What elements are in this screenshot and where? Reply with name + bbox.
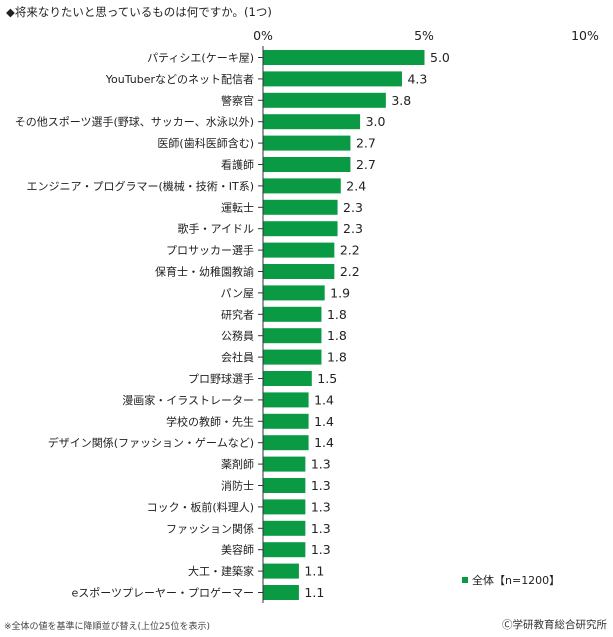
category-label: パン屋 [220, 287, 254, 300]
bar [263, 199, 338, 215]
category-label: eスポーツプレーヤー・プロゲーマー [71, 587, 254, 600]
value-label: 1.8 [327, 328, 347, 343]
category-label: 学校の教師・先生 [166, 414, 254, 428]
category-label: 漫画家・イラストレーター [122, 393, 254, 407]
bar [263, 563, 299, 579]
bar [263, 178, 341, 194]
bar [263, 71, 402, 87]
category-label: エンジニア・プログラマー(機械・技術・IT系) [26, 179, 254, 193]
legend: 全体【n=1200】 [462, 572, 560, 588]
category-label: 医師(歯科医師含む) [157, 136, 254, 150]
bar [263, 157, 351, 172]
bar [263, 499, 306, 515]
value-label: 1.3 [311, 499, 331, 514]
chart-title: ◆将来なりたいと思っているものは何ですか。(1つ) [6, 5, 272, 19]
value-label: 1.3 [311, 542, 331, 557]
value-label: 2.2 [340, 264, 360, 279]
category-label: デザイン関係(ファッション・ゲームなど) [48, 436, 254, 450]
bar [263, 542, 306, 558]
category-label: 大工・建築家 [188, 564, 254, 578]
bar [263, 135, 351, 151]
category-label: 看護師 [221, 158, 254, 172]
value-label: 1.9 [330, 285, 350, 300]
value-label: 1.1 [304, 585, 324, 600]
value-label: 2.3 [343, 200, 363, 215]
value-label: 1.8 [327, 350, 347, 365]
value-label: 1.3 [311, 521, 331, 536]
value-label: 2.2 [340, 243, 360, 258]
bar [263, 456, 306, 472]
category-label: 美容師 [221, 543, 254, 557]
copyright-credit: Ⓒ学研教育総合研究所 [502, 619, 607, 631]
category-label: ファッション関係 [166, 522, 254, 535]
category-label: 消防士 [221, 479, 254, 493]
value-label: 1.4 [314, 414, 334, 429]
bar [263, 50, 425, 65]
category-label: 歌手・アイドル [178, 222, 254, 236]
category-label: 警察官 [221, 93, 254, 107]
bar [263, 92, 386, 108]
category-label: YouTuberなどのネット配信者 [105, 73, 254, 86]
category-label: 研究者 [221, 307, 254, 321]
bar [263, 221, 338, 237]
legend-label: 全体【n=1200】 [472, 574, 561, 587]
bar [263, 306, 322, 322]
value-label: 2.7 [356, 157, 376, 172]
value-label: 2.3 [343, 221, 363, 236]
value-label: 1.5 [317, 371, 337, 386]
bar [263, 371, 312, 386]
bar [263, 242, 335, 258]
bar [263, 349, 322, 365]
category-label: 薬剤師 [221, 457, 254, 471]
value-label: 1.4 [314, 392, 334, 407]
category-label: プロ野球選手 [188, 372, 254, 386]
bar [263, 585, 299, 600]
value-label: 4.3 [407, 71, 427, 86]
bar [263, 114, 361, 130]
category-label: コック・板前(料理人) [147, 500, 254, 514]
footnote: ※全体の値を基準に降順並び替え(上位25位を表示) [4, 622, 211, 632]
category-label: プロサッカー選手 [166, 243, 254, 257]
value-label: 2.7 [356, 136, 376, 151]
value-label: 2.4 [346, 178, 366, 193]
bar [263, 328, 322, 344]
category-label: 会社員 [221, 350, 254, 364]
value-label: 1.3 [311, 457, 331, 472]
value-label: 1.1 [304, 564, 324, 579]
x-tick-label: 10% [571, 28, 599, 43]
category-label: 運転士 [221, 201, 254, 214]
value-label: 1.8 [327, 307, 347, 322]
value-label: 3.8 [391, 93, 411, 108]
category-label: 保育士・幼稚園教諭 [155, 265, 254, 279]
bar [263, 478, 306, 493]
value-label: 1.4 [314, 435, 334, 450]
bar [263, 264, 335, 279]
x-tick-label: 5% [414, 28, 434, 43]
bar [263, 392, 309, 408]
bar [263, 520, 306, 536]
bar [263, 285, 325, 301]
x-tick-label: 0% [253, 28, 273, 43]
bar [263, 435, 309, 451]
bar [263, 413, 309, 429]
category-label: その他スポーツ選手(野球、サッカー、水泳以外) [15, 115, 254, 129]
category-label: 公務員 [221, 329, 254, 343]
category-label: パティシエ(ケーキ屋) [147, 52, 254, 65]
value-label: 1.3 [311, 478, 331, 493]
legend-swatch [462, 577, 468, 583]
value-label: 3.0 [366, 114, 386, 129]
value-label: 5.0 [430, 50, 450, 65]
